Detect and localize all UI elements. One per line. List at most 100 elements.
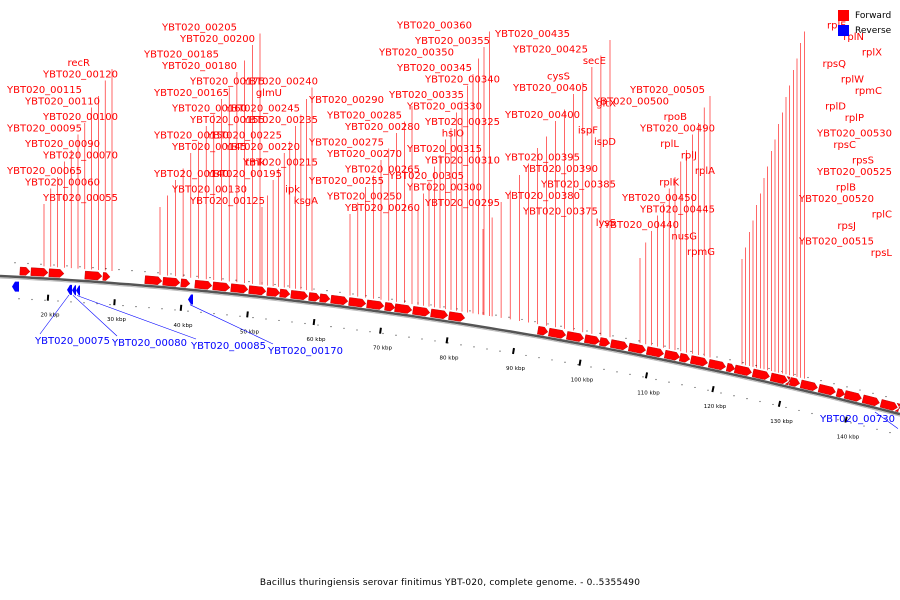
minor-tick-top <box>352 293 354 295</box>
minor-tick-bottom <box>122 304 124 307</box>
reverse-gene-arrow <box>67 284 72 295</box>
forward-gene-label: YBT020_00355 <box>414 36 490 47</box>
reverse-leader-line <box>76 295 197 340</box>
forward-gene-label: YBT020_00160 <box>171 104 247 115</box>
minor-tick-bottom <box>57 300 59 302</box>
forward-gene-label: YBT020_00260 <box>344 203 420 214</box>
minor-tick-bottom <box>837 419 839 421</box>
minor-tick-top <box>105 267 107 270</box>
scale-tick-mark <box>312 318 316 326</box>
scale-tick-label: 130 kbp <box>770 419 793 425</box>
scale-tick-mark <box>179 304 183 311</box>
forward-gene-label: YBT020_00440 <box>603 220 679 231</box>
minor-tick-top <box>612 335 614 337</box>
forward-gene-arrow <box>689 355 708 367</box>
reverse-gene-labels: YBT020_00075 YBT020_00080 YBT020_00085 YBT0… <box>34 294 899 429</box>
forward-gene-label: rplJ <box>681 151 697 162</box>
minor-tick-bottom <box>291 321 293 323</box>
forward-gene-label: YBT020_00115 <box>6 85 82 96</box>
forward-gene-arrow <box>548 327 567 339</box>
forward-gene-label: YBT020_00240 <box>242 77 318 88</box>
strand-legend: Forward Reverse <box>838 8 891 38</box>
forward-gene-arrow <box>394 303 413 314</box>
forward-gene-label: YBT020_00305 <box>388 171 464 182</box>
minor-tick-top <box>443 306 445 308</box>
minor-tick-top <box>859 389 861 391</box>
minor-tick-top <box>40 263 42 265</box>
minor-tick-top <box>53 264 55 266</box>
minor-tick-top <box>170 273 172 275</box>
forward-gene-arrow <box>843 390 862 402</box>
reverse-gene-arrow <box>72 285 76 296</box>
scale-tick-mark <box>777 400 782 407</box>
forward-gene-label: YBT020_00285 <box>326 111 402 122</box>
scale-tick-label: 30 kbp <box>107 317 126 323</box>
forward-gene-arrow <box>194 279 213 290</box>
minor-tick-top <box>885 395 887 398</box>
forward-gene-label: YBT020_00155 <box>189 115 265 126</box>
forward-gene-label: YBT020_00405 <box>512 83 588 94</box>
minor-tick-top <box>157 272 159 274</box>
forward-gene-label: recR <box>68 58 91 69</box>
minor-tick-top <box>66 265 68 267</box>
minor-tick-top <box>274 283 276 286</box>
minor-tick-bottom <box>616 371 618 373</box>
minor-tick-bottom <box>629 373 631 375</box>
minor-tick-bottom <box>343 327 345 329</box>
forward-gene-label: cysS <box>547 72 570 83</box>
minor-tick-top <box>521 318 523 321</box>
minor-tick-bottom <box>499 350 501 352</box>
minor-tick-top <box>183 274 185 276</box>
forward-gene-label: secE <box>583 56 606 67</box>
scale-tick-label: 70 kbp <box>373 346 392 352</box>
forward-gene-arrow <box>162 277 181 287</box>
forward-gene-label: YBT020_00515 <box>798 237 874 248</box>
forward-gene-label: YBT020_00350 <box>378 48 454 59</box>
reverse-gene-label: YBT020_00080 <box>111 338 187 349</box>
forward-gene-arrow <box>799 379 818 391</box>
forward-gene-label: rplF <box>827 21 846 32</box>
minor-tick-top <box>131 270 133 272</box>
forward-gene-label: YBT020_00070 <box>42 151 118 162</box>
scale-tick-mark <box>113 299 116 306</box>
forward-gene-label: YBT020_00385 <box>540 180 616 191</box>
minor-tick-top <box>508 316 510 318</box>
minor-tick-bottom <box>148 307 150 309</box>
forward-gene-label: rplK <box>659 178 679 189</box>
forward-gene-label: rplD <box>825 102 846 113</box>
minor-tick-bottom <box>577 363 579 366</box>
minor-tick-top <box>391 298 393 300</box>
legend-forward: Forward <box>838 8 891 23</box>
forward-gene-label: rplP <box>845 113 864 124</box>
minor-tick-bottom <box>642 376 644 378</box>
forward-gene-arrow <box>84 270 103 281</box>
scale-ticks: 20 kbp 30 kbp 40 kbp 50 kbp 60 kbp 70 kbp 80 k… <box>14 262 891 441</box>
forward-gene-label: rplL <box>660 139 679 150</box>
forward-gene-label: YBT020_00225 <box>206 131 282 142</box>
forward-gene-label: YBT020_00235 <box>242 115 318 126</box>
forward-gene-arrow <box>248 285 267 296</box>
minor-tick-bottom <box>785 406 787 409</box>
scale-tick-label: 50 kbp <box>240 329 259 335</box>
forward-gene-label: YBT020_00270 <box>326 149 402 160</box>
minor-tick-top <box>378 296 380 299</box>
scale-tick-label: 40 kbp <box>174 323 193 329</box>
minor-tick-bottom <box>460 344 462 346</box>
forward-gene-label: YBT020_00375 <box>522 207 598 218</box>
minor-tick-bottom <box>18 298 20 300</box>
forward-gene-arrow <box>733 364 752 376</box>
minor-tick-top <box>872 392 874 394</box>
forward-gene-label: YBT020_00520 <box>798 194 874 205</box>
minor-tick-top <box>430 304 432 306</box>
minor-tick-bottom <box>434 340 436 342</box>
forward-gene-label: YBT020_00250 <box>326 192 402 203</box>
scale-tick-mark <box>512 347 515 355</box>
forward-gene-label: rpsS <box>852 156 874 167</box>
forward-gene-arrow <box>330 294 349 305</box>
forward-gene-label: YBT020_00090 <box>24 139 100 150</box>
scale-tick-label: 110 kbp <box>637 390 660 396</box>
minor-tick-bottom <box>278 319 280 322</box>
forward-gene-label: YBT020_00335 <box>388 90 464 101</box>
forward-gene-label: ksgA <box>294 196 318 207</box>
